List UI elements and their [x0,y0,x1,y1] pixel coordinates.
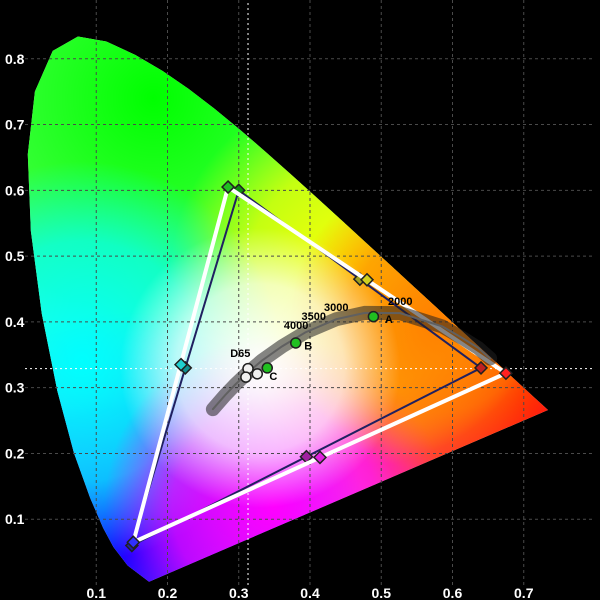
y-tick-label: 0.5 [5,248,25,264]
cct-label: 3000 [324,302,348,314]
illuminant-label: D65 [230,348,250,360]
x-tick-label: 0.4 [300,585,320,600]
x-tick-label: 0.5 [372,585,392,600]
y-tick-label: 0.6 [5,182,25,198]
y-tick-label: 0.1 [5,511,25,527]
cct-label: 2000 [388,296,412,308]
x-tick-label: 0.6 [443,585,463,600]
illuminant-label: C [269,371,277,383]
cie-chromaticity-diagram: 2000300035004000ABCD650.10.20.30.40.50.6… [0,0,600,600]
y-tick-label: 0.8 [5,51,25,67]
x-tick-label: 0.2 [158,585,178,600]
y-tick-label: 0.3 [5,380,25,396]
x-tick-label: 0.7 [514,585,534,600]
x-tick-label: 0.1 [87,585,107,600]
x-tick-label: 0.3 [229,585,249,600]
illuminant-marker [291,338,301,348]
illuminant-label: B [304,341,312,353]
illuminant-marker [368,312,378,322]
illuminant-marker [252,369,262,379]
cct-label: 4000 [284,320,308,332]
y-tick-label: 0.2 [5,445,25,461]
illuminant-marker [241,372,251,382]
illuminant-label: A [385,314,393,326]
y-tick-label: 0.7 [5,117,25,133]
y-tick-label: 0.4 [5,314,25,330]
